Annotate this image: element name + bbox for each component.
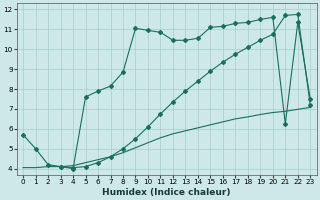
X-axis label: Humidex (Indice chaleur): Humidex (Indice chaleur)	[102, 188, 231, 197]
